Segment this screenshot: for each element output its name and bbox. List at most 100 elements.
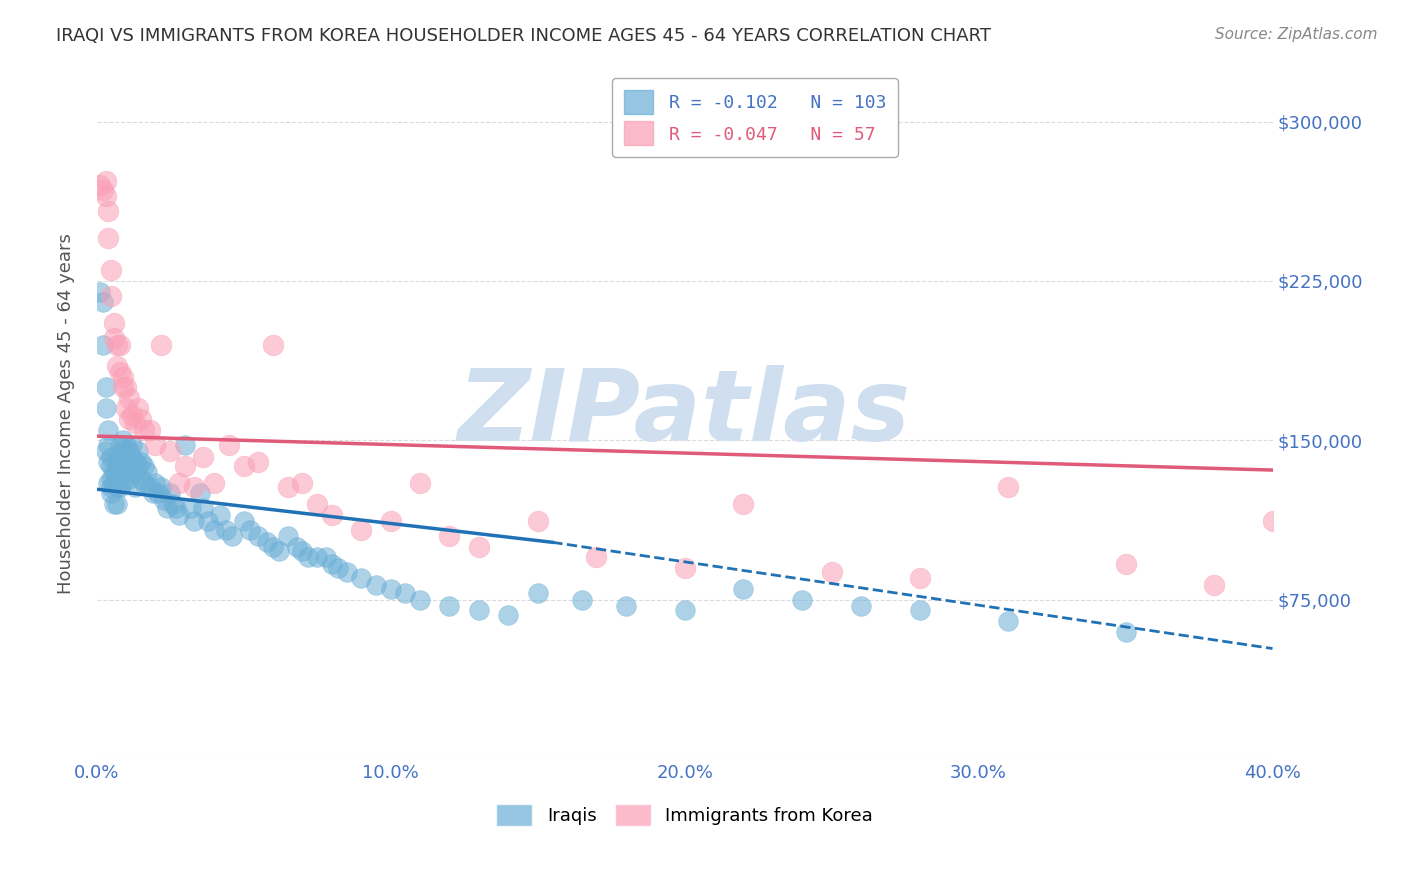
Point — [138, 423, 160, 437]
Point — [307, 497, 329, 511]
Point — [526, 586, 548, 600]
Point — [150, 337, 173, 351]
Point — [526, 514, 548, 528]
Point — [100, 450, 122, 465]
Point — [100, 458, 122, 473]
Point — [267, 543, 290, 558]
Point — [100, 263, 122, 277]
Point — [105, 480, 128, 494]
Point — [277, 529, 299, 543]
Point — [89, 178, 111, 193]
Point — [159, 486, 181, 500]
Point — [129, 454, 152, 468]
Point — [110, 365, 132, 379]
Point — [1202, 578, 1225, 592]
Point — [350, 571, 373, 585]
Point — [94, 174, 117, 188]
Point — [110, 437, 132, 451]
Point — [215, 523, 238, 537]
Point — [439, 599, 461, 613]
Point — [105, 465, 128, 479]
Point — [202, 475, 225, 490]
Point — [127, 458, 149, 473]
Point — [138, 480, 160, 494]
Point — [115, 401, 138, 416]
Point — [121, 450, 143, 465]
Point — [124, 480, 146, 494]
Legend: Iraqis, Immigrants from Korea: Iraqis, Immigrants from Korea — [489, 797, 880, 833]
Point — [162, 497, 184, 511]
Point — [121, 465, 143, 479]
Point — [127, 444, 149, 458]
Point — [165, 501, 187, 516]
Point — [571, 592, 593, 607]
Point — [124, 465, 146, 479]
Point — [409, 475, 432, 490]
Point — [97, 454, 120, 468]
Point — [733, 497, 755, 511]
Point — [191, 501, 214, 516]
Point — [103, 317, 125, 331]
Point — [247, 529, 270, 543]
Point — [94, 380, 117, 394]
Point — [262, 337, 284, 351]
Point — [118, 391, 141, 405]
Point — [89, 285, 111, 299]
Point — [335, 565, 357, 579]
Point — [112, 380, 135, 394]
Point — [118, 472, 141, 486]
Point — [180, 501, 202, 516]
Point — [103, 331, 125, 345]
Point — [908, 571, 931, 585]
Point — [997, 480, 1019, 494]
Point — [115, 465, 138, 479]
Point — [849, 599, 872, 613]
Point — [105, 497, 128, 511]
Point — [110, 337, 132, 351]
Point — [997, 614, 1019, 628]
Point — [232, 458, 254, 473]
Point — [145, 437, 167, 451]
Point — [167, 475, 190, 490]
Point — [468, 603, 491, 617]
Point — [132, 423, 155, 437]
Point — [614, 599, 637, 613]
Point — [232, 514, 254, 528]
Point — [468, 540, 491, 554]
Point — [105, 337, 128, 351]
Point — [820, 565, 842, 579]
Point — [97, 203, 120, 218]
Point — [132, 458, 155, 473]
Y-axis label: Householder Income Ages 45 - 64 years: Householder Income Ages 45 - 64 years — [58, 234, 75, 594]
Point — [142, 486, 165, 500]
Point — [202, 523, 225, 537]
Point — [277, 480, 299, 494]
Point — [297, 550, 319, 565]
Point — [247, 454, 270, 468]
Point — [100, 289, 122, 303]
Point — [183, 514, 205, 528]
Point — [100, 486, 122, 500]
Point — [256, 535, 278, 549]
Point — [103, 465, 125, 479]
Point — [97, 475, 120, 490]
Point — [209, 508, 232, 522]
Point — [135, 465, 157, 479]
Point — [394, 586, 416, 600]
Point — [129, 412, 152, 426]
Text: IRAQI VS IMMIGRANTS FROM KOREA HOUSEHOLDER INCOME AGES 45 - 64 YEARS CORRELATION: IRAQI VS IMMIGRANTS FROM KOREA HOUSEHOLD… — [56, 27, 991, 45]
Point — [145, 475, 167, 490]
Point — [118, 454, 141, 468]
Point — [91, 295, 114, 310]
Point — [118, 412, 141, 426]
Point — [115, 380, 138, 394]
Point — [350, 523, 373, 537]
Point — [91, 183, 114, 197]
Point — [1115, 624, 1137, 639]
Point — [94, 401, 117, 416]
Point — [496, 607, 519, 622]
Point — [238, 523, 260, 537]
Point — [91, 337, 114, 351]
Point — [1115, 557, 1137, 571]
Point — [110, 480, 132, 494]
